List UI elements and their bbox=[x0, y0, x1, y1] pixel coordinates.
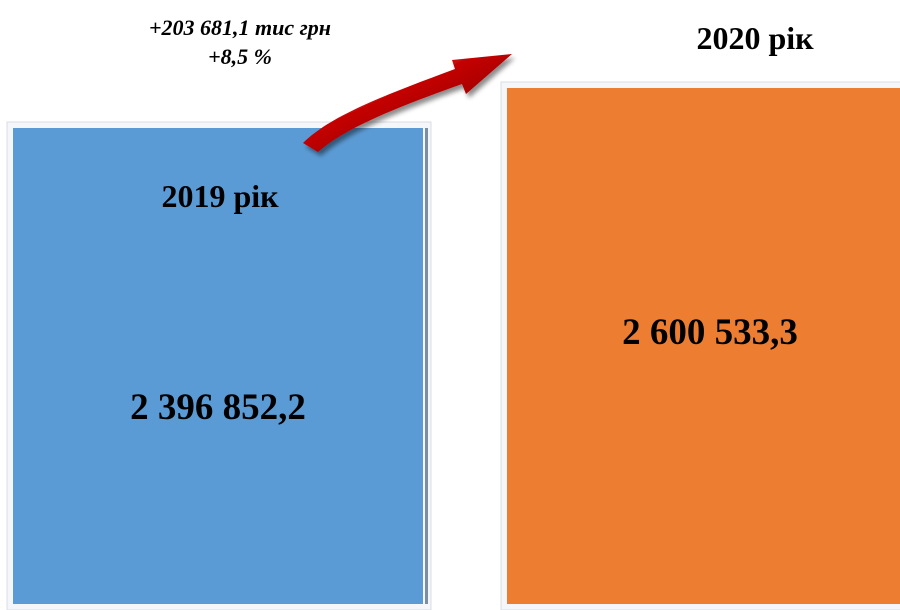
increase-arrow-icon bbox=[303, 54, 512, 152]
bar-2019 bbox=[13, 128, 423, 604]
change-percent-label: +8,5 % bbox=[208, 44, 272, 69]
change-absolute-label: +203 681,1 тис грн bbox=[149, 15, 331, 40]
bar-2020-group bbox=[500, 81, 900, 610]
data-label-2020: 2 600 533,3 bbox=[622, 312, 798, 353]
category-label-2019: 2019 рік bbox=[161, 178, 279, 214]
bar-2020 bbox=[507, 88, 900, 604]
bar-2019-group bbox=[6, 121, 432, 610]
category-label-2020: 2020 рік bbox=[696, 20, 814, 56]
bar-edge bbox=[425, 128, 428, 604]
data-label-2019: 2 396 852,2 bbox=[130, 387, 306, 428]
